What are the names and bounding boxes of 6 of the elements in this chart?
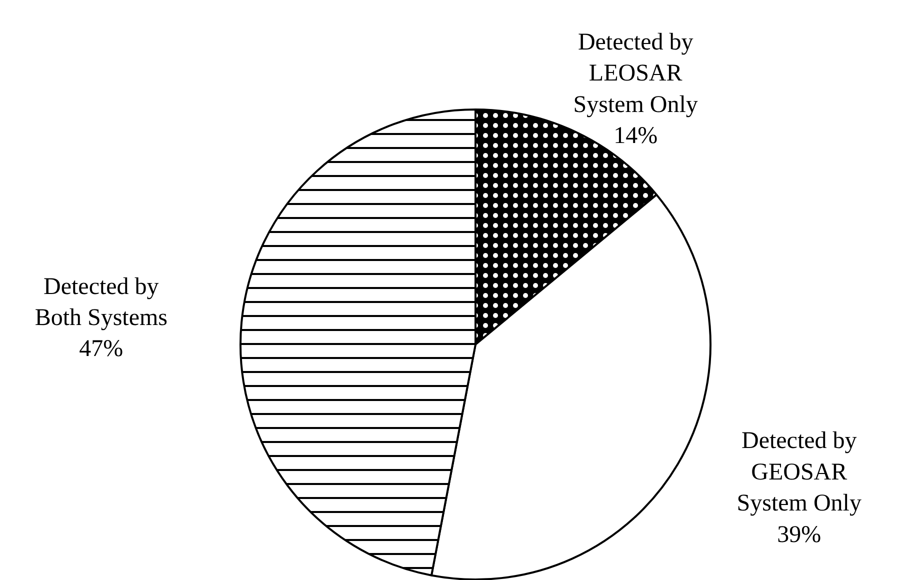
- slice-label: Detected by Both Systems: [34, 274, 168, 331]
- data-label: 14%: [614, 123, 658, 150]
- data-label: 39%: [777, 522, 822, 548]
- slice-label: Detected by GEOSAR System Only: [736, 428, 862, 517]
- slice-label: Detected by LEOSAR System Only: [573, 30, 698, 118]
- data-label: 47%: [79, 336, 124, 362]
